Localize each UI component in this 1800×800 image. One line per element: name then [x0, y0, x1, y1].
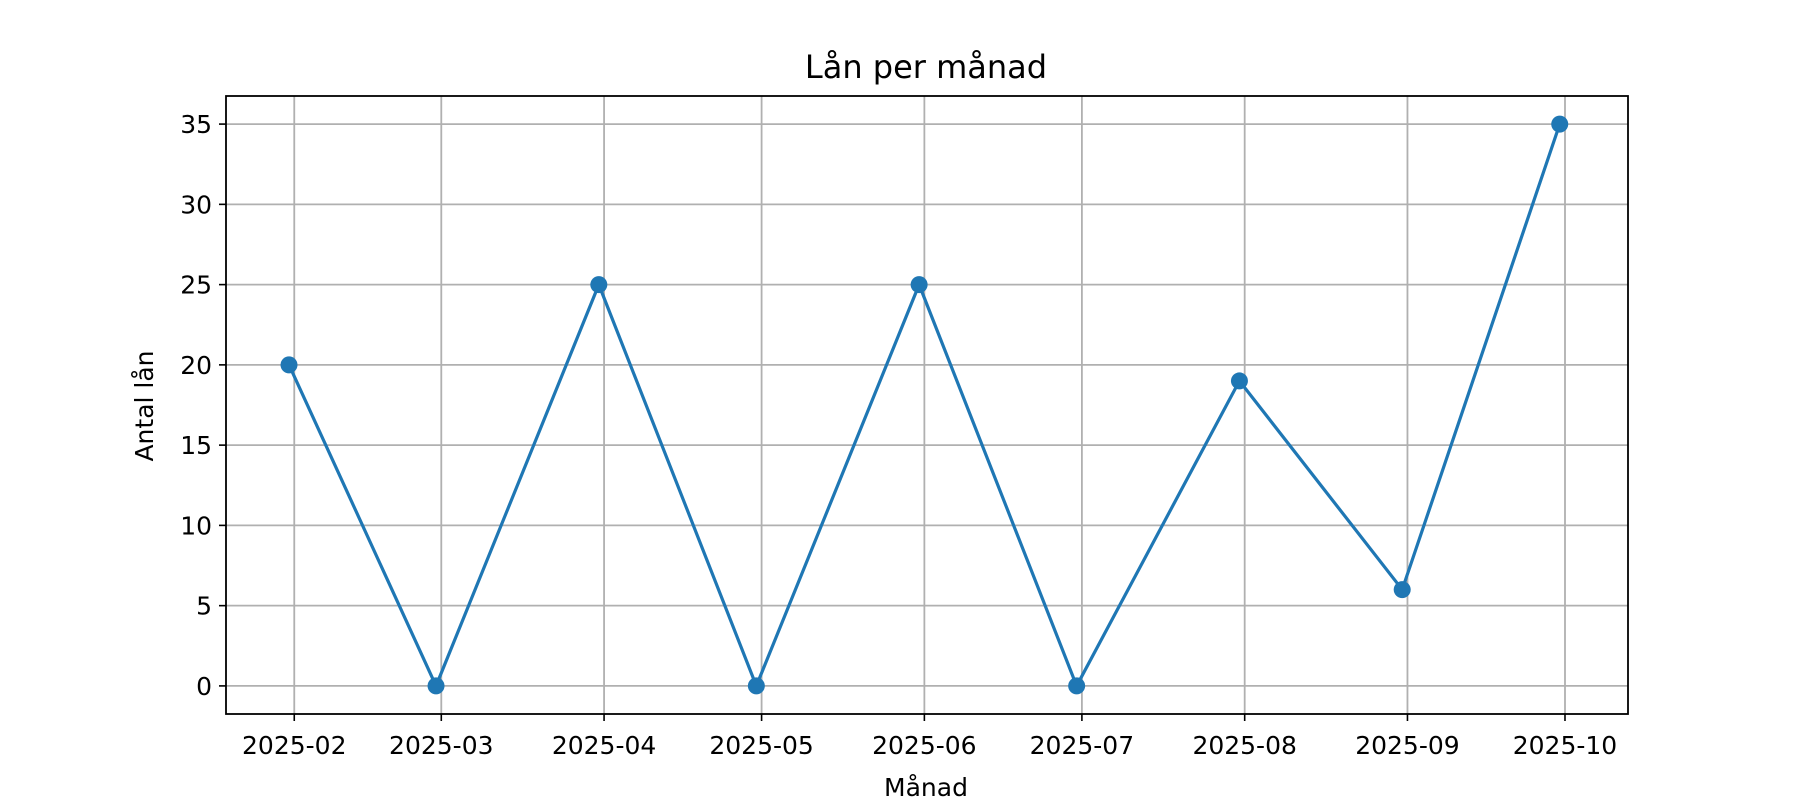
data-point	[280, 356, 298, 374]
data-point	[427, 677, 445, 695]
series-layer	[280, 115, 1569, 695]
data-point	[1068, 677, 1086, 695]
chart-title: Lån per månad	[805, 48, 1047, 86]
y-tick-label: 20	[180, 351, 212, 380]
y-tick-label: 25	[180, 271, 212, 300]
y-tick-label: 30	[180, 190, 212, 219]
data-point	[590, 276, 608, 294]
x-tick-label: 2025-03	[389, 731, 493, 760]
x-tick-label: 2025-08	[1192, 731, 1296, 760]
x-tick-label: 2025-05	[709, 731, 813, 760]
y-tick-label: 35	[180, 110, 212, 139]
x-tick-label: 2025-02	[242, 731, 346, 760]
data-point	[1551, 115, 1569, 133]
data-point	[910, 276, 928, 294]
y-axis-label: Antal lån	[130, 350, 159, 461]
x-tick-label: 2025-10	[1513, 731, 1617, 760]
data-point	[1230, 372, 1248, 390]
x-axis-label: Månad	[884, 773, 968, 800]
plot-frame	[225, 95, 1629, 715]
y-tick-label: 15	[180, 431, 212, 460]
grid	[226, 96, 1628, 714]
x-tick-label: 2025-04	[552, 731, 656, 760]
x-tick-label: 2025-09	[1355, 731, 1459, 760]
y-tick-label: 10	[180, 511, 212, 540]
axes: 2025-02 2025-03 2025-04 2025-05 2025-06 2025-…	[180, 110, 1617, 760]
data-point	[747, 677, 765, 695]
x-tick-label: 2025-06	[872, 731, 976, 760]
y-tick-label: 5	[196, 592, 212, 621]
y-tick-label: 0	[196, 672, 212, 701]
x-tick-label: 2025-07	[1030, 731, 1134, 760]
data-point	[1393, 581, 1411, 599]
